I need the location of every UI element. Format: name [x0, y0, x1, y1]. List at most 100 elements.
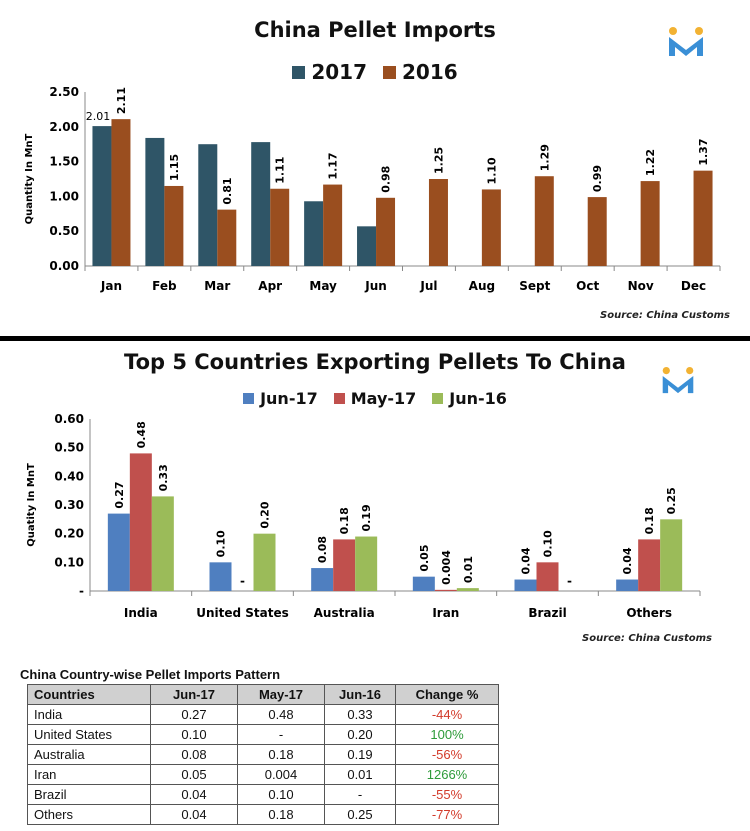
legend-label-jun17: Jun-17 [260, 389, 318, 408]
chart2-source: Source: China Customs [582, 633, 712, 644]
table-title: China Country-wise Pellet Imports Patter… [20, 667, 281, 682]
y-tick-label: 2.00 [49, 120, 79, 134]
data-label: 0.99 [591, 165, 604, 192]
bar-2016 [640, 181, 660, 266]
data-label: 0.004 [440, 550, 453, 585]
cell-jun17: 0.10 [150, 724, 238, 745]
legend-label-2016: 2016 [402, 60, 458, 84]
x-tick-label: Mar [204, 279, 230, 293]
bar-2016 [217, 209, 237, 266]
cell-jun17: 0.04 [150, 784, 238, 805]
data-label: 1.25 [432, 147, 445, 174]
cell-change: 100% [395, 724, 499, 745]
section-divider [0, 336, 750, 341]
legend-item-2016: 2016 [383, 60, 458, 84]
cell-may17: 0.48 [237, 704, 325, 725]
data-label: - [240, 574, 245, 588]
chart2-title: Top 5 Countries Exporting Pellets To Chi… [124, 350, 626, 374]
y-tick-label: 0.60 [54, 412, 84, 426]
bar-2017 [304, 201, 324, 266]
cell-may17: 0.10 [237, 784, 325, 805]
cell-country: Brazil [27, 784, 151, 805]
x-tick-label: Sept [519, 279, 550, 293]
cell-jun17: 0.04 [150, 804, 238, 825]
data-label: 1.17 [327, 152, 340, 179]
data-label: 0.01 [462, 556, 475, 583]
bar-Jun-16 [355, 536, 378, 591]
legend-item-may17: May-17 [333, 389, 416, 408]
table-row: Australia 0.08 0.18 0.19 -56% [27, 744, 499, 765]
legend-swatch-may17 [333, 393, 345, 404]
data-label: 0.10 [215, 530, 228, 557]
bar-2017 [357, 226, 377, 266]
data-label: 0.18 [643, 507, 656, 534]
cell-country: Others [27, 804, 151, 825]
cell-change: -44% [395, 704, 499, 725]
bar-Jun-17 [412, 576, 435, 591]
m-logo-icon [669, 27, 703, 56]
legend-label-2017: 2017 [311, 60, 367, 84]
x-tick-label: Australia [314, 606, 375, 620]
bar-2016 [693, 170, 713, 266]
bar-2016 [587, 197, 607, 266]
header-countries: Countries [27, 684, 151, 705]
header-change: Change % [395, 684, 499, 705]
cell-change: -55% [395, 784, 499, 805]
cell-jun17: 0.08 [150, 744, 238, 765]
x-tick-label: Others [626, 606, 672, 620]
y-tick-label: 0.40 [54, 469, 84, 483]
data-label: 0.10 [542, 530, 555, 557]
chart2-plot: Quatity In MnT - 0.10 0.20 0.30 0.40 0.50 0.60 I… [26, 412, 701, 620]
cell-jun16: 0.19 [324, 744, 396, 765]
x-tick-label: May [309, 279, 337, 293]
legend-label-jun16: Jun-16 [449, 389, 507, 408]
data-label: 2.11 [115, 87, 128, 114]
data-label: 0.08 [316, 536, 329, 563]
cell-change: -56% [395, 744, 499, 765]
y-tick-label: 0.00 [49, 259, 79, 273]
x-tick-label: Aug [469, 279, 495, 293]
y-tick-label: 0.50 [49, 224, 79, 238]
bar-2017 [92, 126, 112, 266]
table-row: Iran 0.05 0.004 0.01 1266% [27, 764, 499, 785]
legend-swatch-2017 [292, 65, 306, 79]
legend-item-2017: 2017 [292, 60, 367, 84]
y-axis-title: Quantity In MnT [24, 133, 35, 224]
x-tick-label: India [124, 606, 158, 620]
bar-Jun-17 [209, 562, 232, 591]
chart2-legend: Jun-17 May-17 Jun-16 [0, 389, 750, 408]
table-row: Others 0.04 0.18 0.25 -77% [27, 804, 499, 825]
cell-may17: 0.004 [237, 764, 325, 785]
data-label: 0.25 [665, 487, 678, 514]
bar-May-17 [129, 453, 152, 591]
cell-country: United States [27, 724, 151, 745]
cell-change: -77% [395, 804, 499, 825]
table-row: India 0.27 0.48 0.33 -44% [27, 704, 499, 725]
cell-jun17: 0.27 [150, 704, 238, 725]
data-label: 0.33 [157, 464, 170, 491]
cell-jun16: 0.01 [324, 764, 396, 785]
x-tick-label: Dec [681, 279, 706, 293]
bar-Jun-16 [456, 588, 479, 591]
chart1-source: Source: China Customs [600, 310, 730, 321]
x-tick-label: Brazil [528, 606, 566, 620]
bar-May-17 [434, 589, 457, 591]
bar-Jun-16 [253, 533, 276, 591]
bar-2016 [111, 119, 131, 266]
cell-may17: - [237, 724, 325, 745]
table-header-row: Countries Jun-17 May-17 Jun-16 Change % [27, 684, 499, 705]
x-tick-label: Apr [258, 279, 282, 293]
data-label: 0.04 [520, 547, 533, 574]
bar-Jun-17 [107, 513, 130, 591]
bar-Jun-16 [660, 519, 683, 591]
bar-2017 [251, 142, 271, 266]
data-label: 0.04 [621, 547, 634, 574]
cell-may17: 0.18 [237, 744, 325, 765]
y-tick-label: 0.10 [54, 555, 84, 569]
legend-item-jun17: Jun-17 [243, 389, 318, 408]
chart1-legend: 2017 2016 [0, 60, 750, 84]
data-label: 0.20 [259, 501, 272, 528]
cell-jun16: - [324, 784, 396, 805]
legend-swatch-jun17 [243, 393, 255, 404]
cell-jun16: 0.20 [324, 724, 396, 745]
